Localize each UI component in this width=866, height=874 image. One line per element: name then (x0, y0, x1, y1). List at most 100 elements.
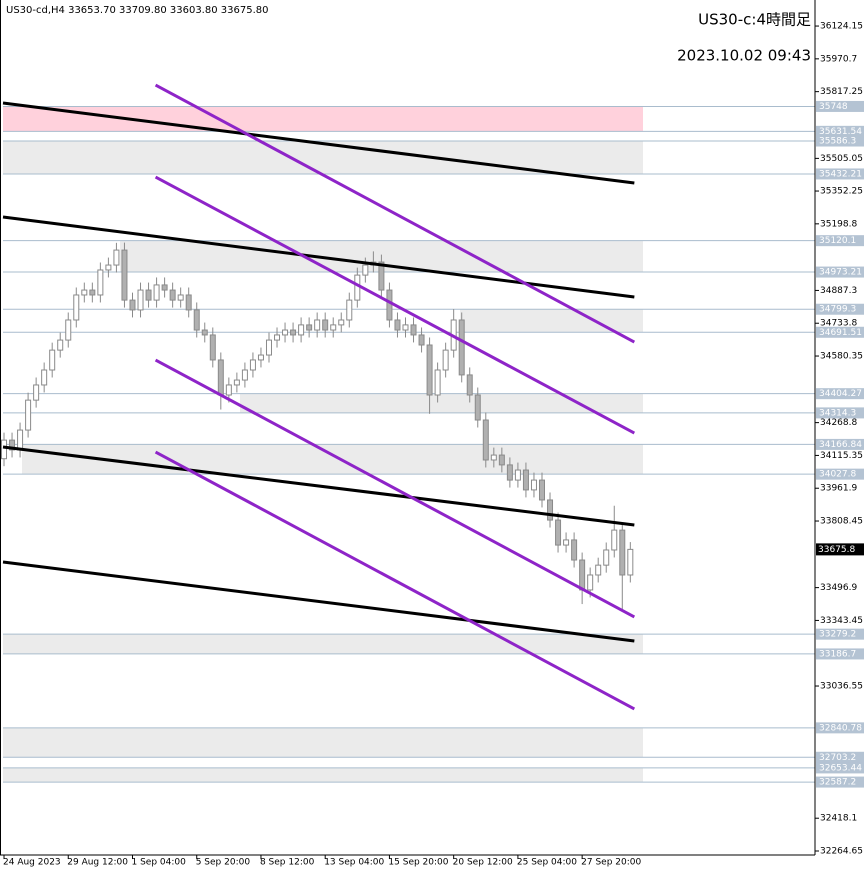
y-tick-label: 33343.45 (820, 616, 863, 626)
level-label: 35748 (819, 102, 848, 112)
candle-body (330, 324, 337, 331)
axes: 36124.15 35970.7 35817.25 35505.05 35352.25 3… (3, 22, 864, 868)
candle-body (563, 539, 570, 546)
candle-body (233, 379, 240, 386)
candle-body (25, 399, 32, 431)
price-label-bg (816, 543, 864, 556)
candle-body (466, 374, 473, 396)
candle-body (241, 369, 248, 381)
level-label-bg (816, 648, 864, 660)
candle-body (105, 264, 112, 271)
level-label: 34027.8 (819, 470, 856, 480)
zone (240, 393, 643, 413)
zone (3, 141, 643, 174)
candle-body (137, 289, 144, 311)
candle-body (338, 319, 345, 326)
level-label-bg (816, 388, 864, 400)
candle-body (434, 369, 441, 396)
candle-body (97, 269, 104, 296)
candle-body (177, 294, 184, 301)
candle-body (530, 479, 537, 491)
trendlines (2, 83, 636, 711)
candle-body (474, 394, 481, 421)
candle-body (113, 249, 120, 266)
candle-body (81, 289, 88, 296)
candle-body (378, 261, 385, 291)
candle-body (209, 334, 216, 361)
x-tick-label: 24 Aug 2023 (3, 858, 61, 868)
candle-body (595, 564, 602, 576)
x-tick-label: 20 Sep 12:00 (453, 858, 513, 868)
candle-body (257, 354, 264, 361)
x-tick-label: 15 Sep 20:00 (388, 858, 448, 868)
candle-body (57, 339, 64, 351)
candle-body (362, 264, 369, 276)
y-tick-label: 35352.25 (820, 187, 863, 197)
x-tick-label: 25 Sep 04:00 (517, 858, 577, 868)
trendline (154, 175, 636, 435)
level-label: 35586.3 (819, 137, 856, 147)
candle-body (314, 319, 321, 331)
level-label-bg (816, 438, 864, 450)
zone (3, 634, 643, 654)
level-label: 32703.2 (819, 753, 856, 763)
y-tick-label: 35817.25 (820, 87, 863, 97)
y-tick-label: 34887.3 (820, 286, 857, 296)
candle-body (619, 529, 626, 576)
candle-body (274, 334, 281, 341)
x-tick-label: 29 Aug 12:00 (67, 858, 128, 868)
level-label: 34404.27 (819, 389, 862, 399)
candle-body (306, 324, 313, 331)
candle-body (225, 384, 232, 396)
level-label-bg (816, 303, 864, 315)
candle-body (290, 329, 297, 336)
candle-body (603, 549, 610, 566)
candle-body (282, 329, 289, 336)
trendline (154, 83, 636, 344)
candle-body (145, 289, 152, 301)
candle-body (73, 294, 80, 321)
candle-body (482, 419, 489, 461)
level-label-bg (816, 722, 864, 734)
candle-body (442, 349, 449, 371)
level-label: 33186.7 (819, 649, 856, 659)
candle-body (555, 519, 562, 546)
level-label: 34314.3 (819, 408, 856, 418)
candle-body (129, 299, 136, 311)
candle-body (627, 548, 634, 576)
candle-body (33, 384, 40, 401)
candle-body (426, 344, 433, 396)
trendline (154, 358, 636, 619)
level-label: 32840.78 (819, 723, 862, 733)
trendline (2, 101, 635, 185)
level-label-bg (816, 125, 864, 137)
trendline (2, 215, 635, 299)
candle-body (89, 289, 96, 296)
candle-body (217, 359, 224, 396)
level-label: 34691.51 (819, 328, 862, 338)
levels (3, 105, 815, 783)
candle-body (185, 294, 192, 311)
level-label-bg (816, 628, 864, 640)
zones (3, 106, 643, 783)
level-label: 35120.1 (819, 236, 856, 246)
trendline (154, 450, 636, 711)
candle-body (402, 324, 409, 331)
level-label-bg (816, 168, 864, 180)
y-tick-label: 34268.8 (820, 418, 857, 428)
price-label: 33675.8 (818, 545, 855, 555)
level-label: 32653.44 (819, 763, 862, 773)
candle-body (121, 249, 128, 301)
level-label-bg (816, 235, 864, 247)
level-label: 35432.21 (819, 169, 862, 179)
candles (1, 242, 634, 611)
y-tick-label: 33496.9 (820, 583, 857, 593)
candle-body (547, 499, 554, 521)
candle-body (498, 454, 505, 466)
level-label: 32587.2 (819, 778, 856, 788)
candle-body (161, 284, 168, 291)
x-tick-label: 27 Sep 20:00 (581, 858, 641, 868)
zone (22, 444, 643, 475)
y-tick-label: 34580.35 (820, 352, 863, 362)
